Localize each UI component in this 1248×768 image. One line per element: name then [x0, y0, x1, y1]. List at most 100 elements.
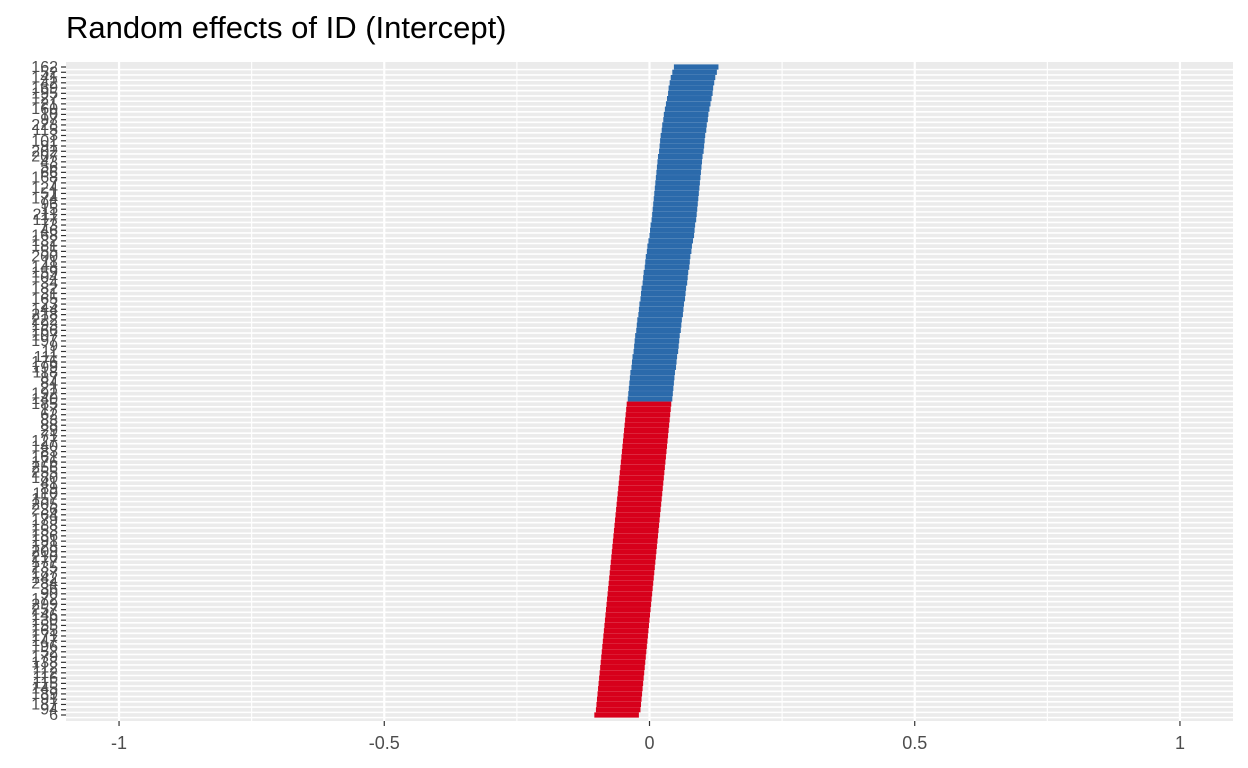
y-tick-label: 148: [31, 259, 58, 276]
y-tick-label: 188: [31, 517, 58, 534]
y-tick-label: 112: [32, 660, 58, 677]
error-bar: [600, 659, 646, 665]
y-tick-label: 197: [31, 333, 58, 350]
y-tick-label: 56: [40, 159, 58, 176]
error-bar: [665, 101, 711, 107]
y-tick-label: 257: [31, 602, 58, 619]
y-axis: 1625214142169195127211601097228115310191…: [31, 59, 66, 724]
error-bar: [618, 485, 663, 492]
y-tick-label: 176: [31, 354, 58, 371]
error-bar: [596, 696, 642, 702]
error-bar: [625, 417, 670, 423]
error-bar: [602, 643, 647, 650]
y-tick-label: 91: [40, 138, 58, 155]
y-tick-label: 23: [40, 296, 58, 313]
y-tick-label: 29: [40, 423, 58, 440]
y-tick-label: 88: [40, 417, 58, 434]
error-bar: [633, 348, 679, 355]
y-tick-label: 128: [31, 538, 58, 555]
error-bar: [656, 164, 702, 170]
error-bar: [627, 396, 673, 402]
y-tick-label: 111: [34, 349, 58, 366]
error-bar: [659, 143, 705, 149]
y-tick-label: 193: [31, 317, 58, 334]
y-tick-label: 172: [31, 591, 58, 608]
x-tick-label: 0.5: [902, 733, 927, 753]
error-bar: [654, 185, 700, 191]
error-bar: [636, 322, 682, 328]
error-bar: [660, 138, 705, 144]
error-bar: [610, 564, 655, 571]
y-tick-label: 36: [40, 581, 58, 598]
y-tick-label: 11: [41, 343, 58, 360]
y-tick-label: 41: [40, 475, 58, 492]
error-bar: [634, 338, 680, 344]
y-tick-label: 55: [40, 243, 58, 260]
error-bar: [664, 106, 710, 112]
y-tick-label: 196: [31, 639, 58, 656]
error-bar: [668, 90, 713, 96]
y-tick-label: 146: [31, 607, 58, 624]
error-bar: [604, 622, 649, 629]
y-tick-label: 64: [40, 507, 58, 524]
error-bar: [631, 359, 677, 365]
y-tick-label: 202: [31, 143, 58, 160]
y-tick-label: 218: [31, 307, 58, 324]
y-tick-label: 127: [31, 433, 58, 450]
error-bar: [628, 385, 674, 391]
y-tick-label: 140: [31, 438, 58, 455]
error-bar: [653, 201, 698, 207]
error-bar: [635, 333, 680, 339]
error-bar: [606, 601, 652, 607]
y-tick-label: 141: [31, 70, 58, 87]
y-tick-label: 140: [31, 391, 58, 408]
error-bar: [617, 491, 663, 497]
error-bar: [618, 480, 664, 486]
error-bar: [638, 312, 683, 318]
y-tick-label: 205: [31, 496, 58, 513]
error-bar: [636, 327, 681, 334]
error-bar: [616, 501, 662, 507]
y-tick-label: 15: [40, 201, 58, 218]
error-bar: [654, 190, 699, 197]
y-tick-label: 177: [31, 554, 58, 571]
error-bar: [643, 269, 689, 276]
error-bar: [594, 712, 639, 718]
error-bar: [599, 675, 644, 681]
y-tick-label: 179: [31, 512, 58, 529]
error-bar: [673, 64, 719, 70]
error-bar: [639, 301, 684, 307]
x-tick-label: -0.5: [369, 733, 400, 753]
y-tick-label: 181: [31, 238, 58, 255]
y-tick-label: 107: [31, 328, 58, 345]
y-tick-label: 83: [40, 412, 58, 429]
error-bar: [650, 227, 695, 233]
y-tick-label: 228: [31, 117, 58, 134]
y-tick-label: 7: [49, 175, 58, 192]
error-bar: [600, 664, 645, 671]
y-tick-label: 6: [49, 707, 58, 724]
error-bar: [609, 570, 655, 576]
y-tick-label: 117: [32, 212, 58, 229]
y-tick-label: 144: [31, 301, 58, 318]
y-tick-label: 189: [31, 686, 58, 703]
y-tick-label: 127: [31, 91, 58, 108]
y-tick-label: 179: [31, 649, 58, 666]
y-tick-label: 9: [49, 338, 58, 355]
error-bars: [594, 64, 719, 718]
error-bar: [638, 306, 684, 312]
error-bar: [611, 554, 656, 560]
y-tick-label: 211: [32, 207, 58, 224]
error-bar: [670, 74, 716, 81]
error-bar: [609, 575, 654, 581]
y-tick-label: 180: [31, 470, 58, 487]
error-bar: [626, 406, 671, 413]
error-bar: [626, 401, 672, 407]
y-tick-label: 160: [31, 101, 58, 118]
y-tick-label: 91: [40, 691, 58, 708]
error-bar: [657, 159, 703, 165]
y-tick-label: 52: [40, 644, 58, 661]
error-bar: [650, 222, 696, 228]
y-tick-label: 87: [40, 370, 58, 387]
y-tick-label: 83: [40, 444, 58, 461]
